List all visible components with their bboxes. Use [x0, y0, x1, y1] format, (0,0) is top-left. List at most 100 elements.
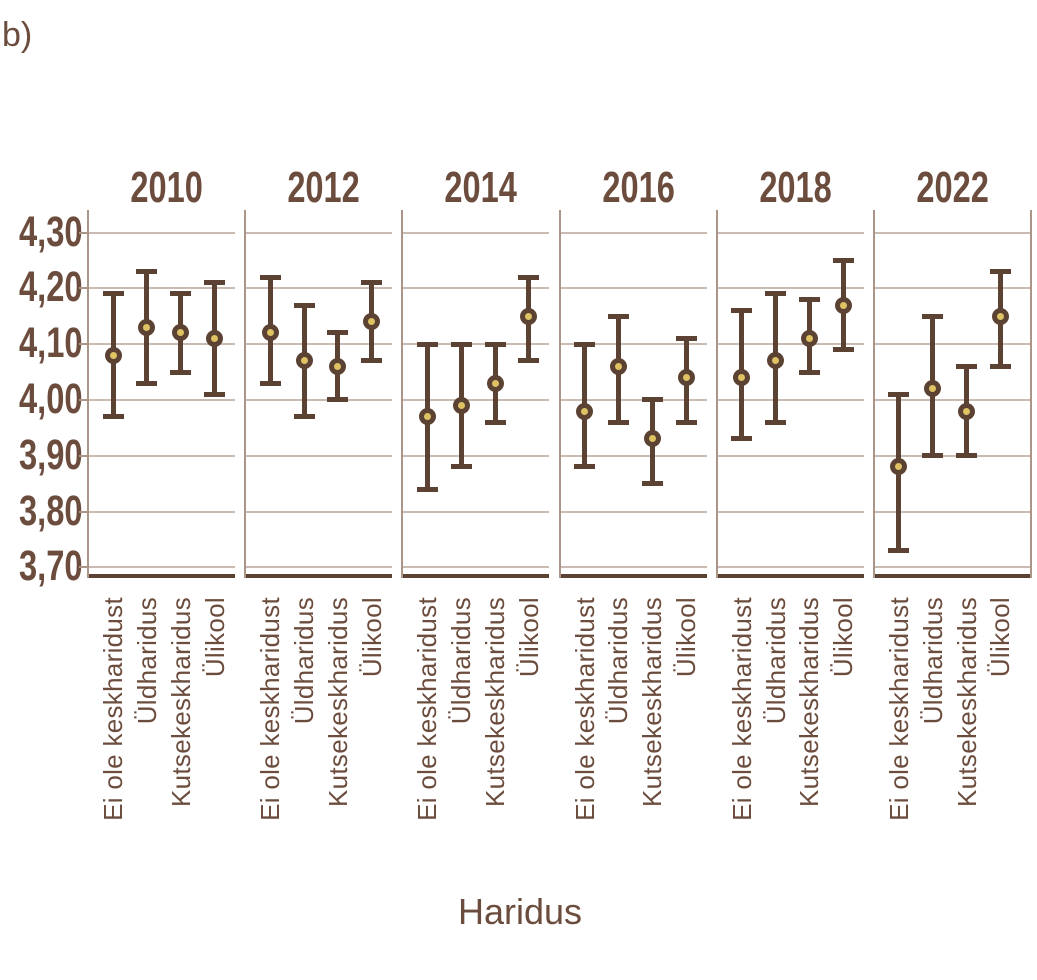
point-marker [767, 352, 785, 370]
category-label: Ülikool [513, 597, 544, 678]
error-bar-cap-bottom [293, 414, 315, 420]
point-marker [800, 330, 818, 348]
panel-header: 2014 [444, 163, 518, 212]
point-marker [609, 357, 627, 375]
error-bar-cap-bottom [607, 419, 629, 425]
error-bar-cap-top [293, 302, 315, 308]
error-bar-cap-top [361, 280, 383, 286]
gridline [716, 343, 864, 346]
gridline [559, 231, 707, 234]
error-bar-cap-bottom [574, 464, 596, 470]
gridline [245, 231, 393, 234]
y-tick-label: 3,90 [18, 430, 83, 479]
point-marker [520, 307, 538, 325]
marker-center-dot [491, 379, 499, 387]
category-label: Ülikool [828, 597, 859, 678]
panel-border [558, 210, 561, 578]
y-tick-label: 4,30 [18, 207, 83, 256]
error-bar-cap-top [574, 341, 596, 347]
gridline [88, 287, 236, 290]
point-marker [991, 307, 1009, 325]
category-label: Ei ole keskharidust [412, 597, 443, 821]
marker-center-dot [648, 435, 656, 443]
marker-center-dot [525, 312, 533, 320]
error-bar-cap-top [259, 274, 281, 280]
gridline [88, 343, 236, 346]
gridline [559, 398, 707, 401]
gridline [716, 287, 864, 290]
point-marker [576, 402, 594, 420]
category-label: Ei ole keskharidust [726, 597, 757, 821]
error-bar-cap-bottom [170, 369, 192, 375]
figure-label: b) [2, 16, 33, 54]
error-bar-cap-bottom [484, 419, 506, 425]
panel-border [715, 210, 718, 578]
panel-header: 2016 [601, 163, 675, 212]
marker-center-dot [368, 318, 376, 326]
panel-header: 2018 [759, 163, 832, 212]
error-bar-cap-top [518, 274, 540, 280]
error-bar-cap-top [607, 313, 629, 319]
error-bar-cap-top [416, 341, 438, 347]
point-marker [172, 324, 190, 342]
panel-border [87, 210, 89, 578]
category-label: Ei ole keskharidust [255, 597, 286, 821]
point-marker [295, 352, 313, 370]
gridline [402, 454, 550, 457]
axis-baseline [873, 574, 1031, 578]
y-tick-label: 3,70 [18, 542, 83, 591]
error-bar-cap-top [136, 269, 158, 275]
y-tick-label: 4,00 [18, 374, 83, 423]
axis-baseline [245, 574, 393, 578]
category-label: Üldharidus [917, 597, 948, 725]
category-label: Üldharidus [131, 597, 162, 725]
marker-center-dot [805, 335, 813, 343]
axis-baseline [716, 574, 864, 578]
panel-border [401, 210, 404, 578]
category-label: Ei ole keskharidust [569, 597, 600, 821]
category-label: Ülikool [671, 597, 702, 678]
gridline [245, 287, 393, 290]
error-bar-cap-bottom [259, 380, 281, 386]
y-tick-mark [79, 231, 88, 234]
point-marker [834, 296, 852, 314]
error-bar-cap-top [675, 336, 697, 342]
error-bar-cap-top [327, 330, 349, 336]
point-marker [486, 374, 504, 392]
gridline [559, 343, 707, 346]
panel-border [1030, 210, 1032, 578]
error-bar-cap-bottom [102, 414, 124, 420]
error-bar-cap-top [888, 391, 910, 397]
point-marker [733, 369, 751, 387]
marker-center-dot [109, 351, 117, 359]
gridline [402, 398, 550, 401]
error-bar-cap-bottom [327, 397, 349, 403]
error-bar-cap-bottom [989, 363, 1011, 369]
gridline [873, 566, 1031, 569]
gridline [88, 510, 236, 513]
y-tick-mark [79, 343, 88, 346]
category-label: Üldharidus [446, 597, 477, 725]
gridline [559, 510, 707, 513]
gridline [559, 287, 707, 290]
marker-center-dot [682, 374, 690, 382]
error-bar-cap-bottom [641, 481, 663, 487]
error-bar-cap-top [170, 291, 192, 297]
point-marker [958, 402, 976, 420]
gridline [88, 454, 236, 457]
gridline [88, 231, 236, 234]
category-label: Üldharidus [760, 597, 791, 725]
gridline [559, 566, 707, 569]
error-bar-cap-top [484, 341, 506, 347]
error-bar-cap-bottom [450, 464, 472, 470]
category-label: Kutsekeskharidus [165, 597, 196, 808]
gridline [716, 566, 864, 569]
point-marker [261, 324, 279, 342]
error-bar-cap-top [765, 291, 787, 297]
marker-center-dot [423, 413, 431, 421]
marker-center-dot [143, 323, 151, 331]
gridline [245, 398, 393, 401]
category-label: Ei ole keskharidust [883, 597, 914, 821]
marker-center-dot [300, 357, 308, 365]
